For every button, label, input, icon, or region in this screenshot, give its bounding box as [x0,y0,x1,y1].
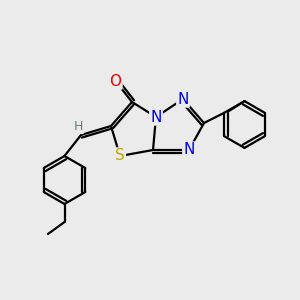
Text: O: O [110,74,122,88]
Text: N: N [177,92,189,106]
Text: N: N [183,142,195,158]
Text: H: H [73,120,83,133]
Text: S: S [115,148,125,164]
Text: N: N [150,110,162,124]
